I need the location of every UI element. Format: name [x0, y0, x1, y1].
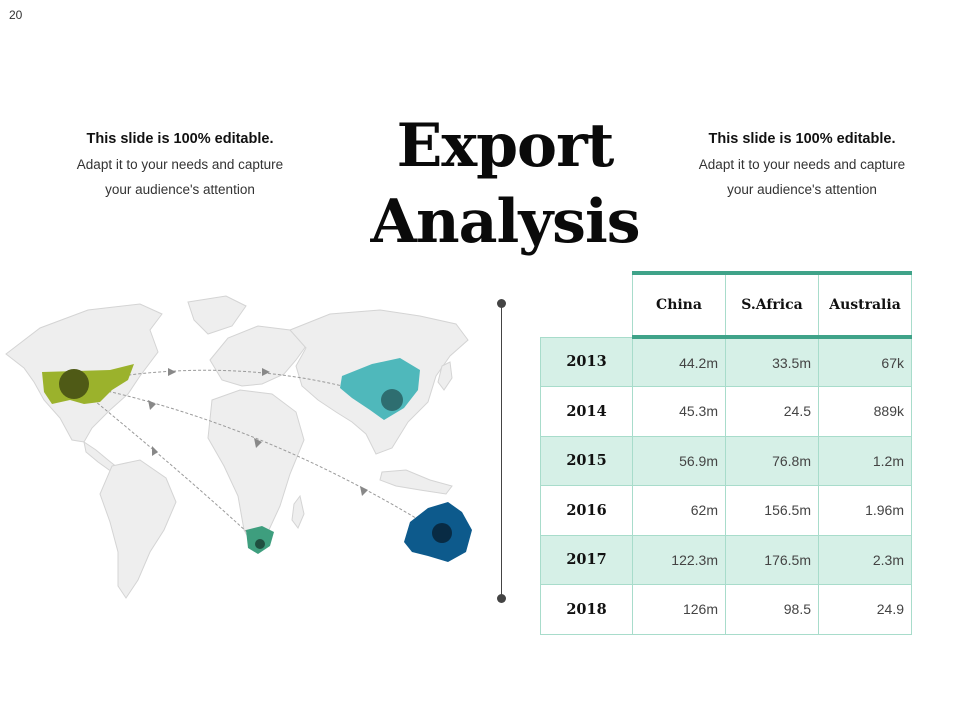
note-right-line2: your audience's attention: [727, 182, 877, 197]
table-row: 2017 122.3m 176.5m 2.3m: [540, 534, 912, 585]
arrowheads: [148, 368, 368, 496]
south-america-shape: [99, 459, 177, 599]
world-landmass: [5, 295, 469, 599]
value-cell: 2.3m: [818, 534, 912, 585]
year-cell: 2017: [540, 534, 633, 585]
value-cell: 62m: [632, 485, 726, 536]
europe-shape: [209, 325, 307, 387]
usa-marker: [59, 369, 89, 399]
africa-shape: [207, 389, 305, 549]
value-cell: 1.2m: [818, 435, 912, 486]
year-cell: 2015: [540, 435, 633, 486]
south-africa-marker: [255, 539, 265, 549]
year-cell: 2013: [540, 336, 633, 387]
value-cell: 156.5m: [725, 485, 819, 536]
greenland-shape: [187, 295, 247, 335]
slide-title-line2: Analysis: [370, 187, 640, 257]
vertical-divider: [501, 303, 502, 599]
table-row: 2018 126m 98.5 24.9: [540, 584, 912, 635]
value-cell: 1.96m: [818, 485, 912, 536]
note-right-heading: This slide is 100% editable.: [708, 131, 896, 147]
world-map: [5, 295, 472, 599]
year-cell: 2018: [540, 584, 633, 635]
value-cell: 33.5m: [725, 336, 819, 387]
note-left-body: Adapt it to your needs and capture your …: [50, 152, 310, 202]
australia-marker: [432, 523, 452, 543]
arrowhead-3: [148, 400, 156, 410]
divider-dot-bottom: [497, 594, 506, 603]
slide-title: Export Analysis: [330, 108, 680, 260]
divider-dot-top: [497, 299, 506, 308]
arrowhead-6: [152, 446, 158, 456]
value-cell: 889k: [818, 386, 912, 437]
table-row: 2016 62m 156.5m 1.96m: [540, 485, 912, 536]
export-table: China S.Africa Australia 2013 44.2m 33.5…: [540, 271, 912, 635]
value-cell: 24.9: [818, 584, 912, 635]
table-header-row: China S.Africa Australia: [540, 271, 912, 339]
value-cell: 122.3m: [632, 534, 726, 585]
note-left-heading: This slide is 100% editable.: [86, 131, 274, 147]
value-cell: 126m: [632, 584, 726, 635]
arrowhead-1: [168, 368, 176, 376]
value-cell: 44.2m: [632, 336, 726, 387]
note-right: This slide is 100% editable. Adapt it to…: [672, 129, 932, 202]
note-left-line1: Adapt it to your needs and capture: [76, 157, 284, 172]
value-cell: 76.8m: [725, 435, 819, 486]
table-row: 2015 56.9m 76.8m 1.2m: [540, 435, 912, 486]
note-right-body: Adapt it to your needs and capture your …: [672, 152, 932, 202]
china-marker: [381, 389, 403, 411]
value-cell: 98.5: [725, 584, 819, 635]
arrowhead-4: [254, 438, 262, 448]
value-cell: 45.3m: [632, 386, 726, 437]
arrowhead-2: [262, 368, 270, 376]
year-cell: 2016: [540, 485, 633, 536]
japan-shape: [437, 361, 453, 391]
year-cell: 2014: [540, 386, 633, 437]
note-left-line2: your audience's attention: [105, 182, 255, 197]
page-number: 20: [9, 8, 23, 22]
value-cell: 24.5: [725, 386, 819, 437]
slide-title-line1: Export: [396, 111, 615, 181]
table-row: 2013 44.2m 33.5m 67k: [540, 336, 912, 387]
note-left: This slide is 100% editable. Adapt it to…: [50, 129, 310, 202]
value-cell: 67k: [818, 336, 912, 387]
table-corner: [540, 273, 633, 337]
note-right-line1: Adapt it to your needs and capture: [698, 157, 906, 172]
column-header: China: [632, 271, 726, 339]
table-row: 2014 45.3m 24.5 889k: [540, 386, 912, 437]
line-usa-south-africa: [73, 383, 261, 545]
arrowhead-5: [360, 486, 368, 496]
line-usa-australia: [73, 383, 443, 535]
column-header: S.Africa: [725, 271, 819, 339]
value-cell: 176.5m: [725, 534, 819, 585]
column-header: Australia: [818, 271, 912, 339]
value-cell: 56.9m: [632, 435, 726, 486]
madagascar-shape: [291, 494, 305, 529]
indonesia-shape: [379, 469, 453, 495]
